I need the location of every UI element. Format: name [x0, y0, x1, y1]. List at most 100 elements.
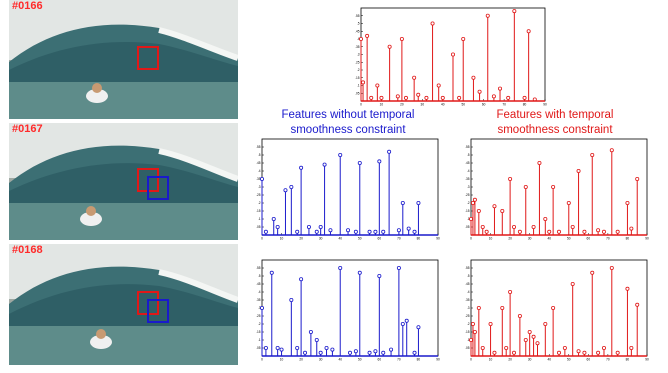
stem-marker [303, 350, 308, 355]
stem-plot-frame168-without: .05 .1 .15 .2 .25 .3 .35 .4 .45 .5 .55 0 10 20 30 40 50 6… [250, 258, 442, 364]
stem-marker [440, 95, 445, 100]
y-tick-label: .55 [256, 145, 261, 149]
stem-marker [472, 197, 477, 202]
stem-marker [279, 347, 284, 352]
stem-marker [377, 159, 382, 164]
tracking-boxes [137, 168, 169, 200]
stem-marker [596, 228, 601, 233]
stem-marker [492, 204, 497, 209]
stem-marker [551, 306, 556, 311]
stem-marker [430, 21, 435, 26]
y-tick-label: .45 [256, 282, 261, 286]
x-tick-label: 40 [338, 237, 342, 241]
stem-marker [399, 36, 404, 41]
stem-marker [400, 322, 405, 327]
y-tick-label: .4 [258, 169, 261, 173]
stem-marker [625, 286, 630, 291]
stem-marker [508, 290, 513, 295]
y-tick-label: .25 [355, 60, 360, 64]
stem-marker [289, 298, 294, 303]
stem-marker [283, 188, 288, 193]
stem-marker [289, 185, 294, 190]
stem-marker [537, 160, 542, 165]
stem-marker [566, 201, 571, 206]
stem-marker [485, 13, 490, 18]
y-tick-label: .45 [465, 161, 470, 165]
stem-marker [557, 229, 562, 234]
stem-marker [523, 338, 528, 343]
stem-marker [451, 52, 456, 57]
x-tick-label: 40 [338, 358, 342, 362]
frame-number-label: #0167 [12, 123, 43, 135]
x-tick-label: 20 [508, 358, 512, 362]
stem-marker [328, 228, 333, 233]
x-tick-label: 40 [547, 237, 551, 241]
stem-marker [480, 346, 485, 351]
stem-plot-svg: .05 .1 .15 .2 .25 .3 .35 .4 .45 .5 .55 0 10 20 30 40 50 6… [465, 259, 649, 362]
y-tick-label: .2 [467, 322, 470, 326]
stem-marker [629, 226, 634, 231]
stem-marker [491, 94, 496, 99]
blue-tracking-box [147, 176, 169, 200]
x-tick-label: 0 [470, 358, 472, 362]
y-tick-label: .35 [256, 177, 261, 181]
stem-marker [306, 225, 311, 230]
x-tick-label: 40 [441, 103, 445, 107]
stem-marker [367, 229, 372, 234]
stem-marker [508, 177, 513, 182]
y-tick-label: .3 [258, 306, 261, 310]
y-tick-label: .55 [256, 266, 261, 270]
stem-marker [625, 201, 630, 206]
x-tick-label: 60 [378, 358, 382, 362]
y-tick-label: .1 [258, 338, 261, 342]
stem-marker [338, 152, 343, 157]
x-tick-label: 10 [489, 358, 493, 362]
x-tick-label: 90 [645, 237, 649, 241]
x-tick-label: 90 [436, 237, 440, 241]
stem-marker [596, 350, 601, 355]
y-tick-label: .2 [258, 201, 261, 205]
stem-marker [609, 148, 614, 153]
surf-scene-image [9, 0, 238, 119]
y-tick-label: .45 [256, 161, 261, 165]
stem-marker [543, 217, 548, 222]
stem-marker [387, 44, 392, 49]
y-tick-label: .35 [256, 298, 261, 302]
y-tick-label: .5 [357, 22, 360, 26]
stem-marker [375, 83, 380, 88]
stem-marker [259, 177, 264, 182]
stem-marker [512, 225, 517, 230]
x-tick-label: 50 [567, 237, 571, 241]
stem-plot-svg: .05 .1 .15 .2 .25 .3 .35 .4 .45 .5 .55 0 10 20 30 40 50 6… [256, 138, 440, 241]
stem-marker [547, 229, 552, 234]
stem-marker [590, 270, 595, 275]
stem-marker [471, 75, 476, 80]
stem-marker [314, 338, 319, 343]
stem-marker [551, 185, 556, 190]
stem-marker [562, 346, 567, 351]
stem-marker [271, 217, 276, 222]
stem-marker [416, 201, 421, 206]
x-tick-label: 80 [626, 237, 630, 241]
y-tick-label: .35 [355, 45, 360, 49]
stem-marker [353, 349, 358, 354]
y-tick-label: .2 [467, 201, 470, 205]
stem-marker [461, 36, 466, 41]
stem-marker [601, 346, 606, 351]
stem-marker [318, 350, 323, 355]
stem-marker [416, 325, 421, 330]
x-tick-label: 50 [358, 358, 362, 362]
x-tick-label: 30 [528, 237, 532, 241]
stem-marker [322, 162, 327, 167]
x-tick-label: 70 [606, 237, 610, 241]
frame-number-label: #0168 [12, 244, 43, 256]
x-tick-label: 0 [261, 358, 263, 362]
x-tick-label: 10 [280, 358, 284, 362]
red-tracking-box [137, 46, 159, 70]
y-tick-label: .5 [258, 153, 261, 157]
stem-plot-frame168-with: .05 .1 .15 .2 .25 .3 .35 .4 .45 .5 .55 0 10 20 30 40 50 6… [459, 258, 651, 364]
tracking-boxes [137, 291, 169, 323]
stem-marker [476, 209, 481, 214]
stem-marker [424, 95, 429, 100]
y-tick-label: .3 [467, 185, 470, 189]
